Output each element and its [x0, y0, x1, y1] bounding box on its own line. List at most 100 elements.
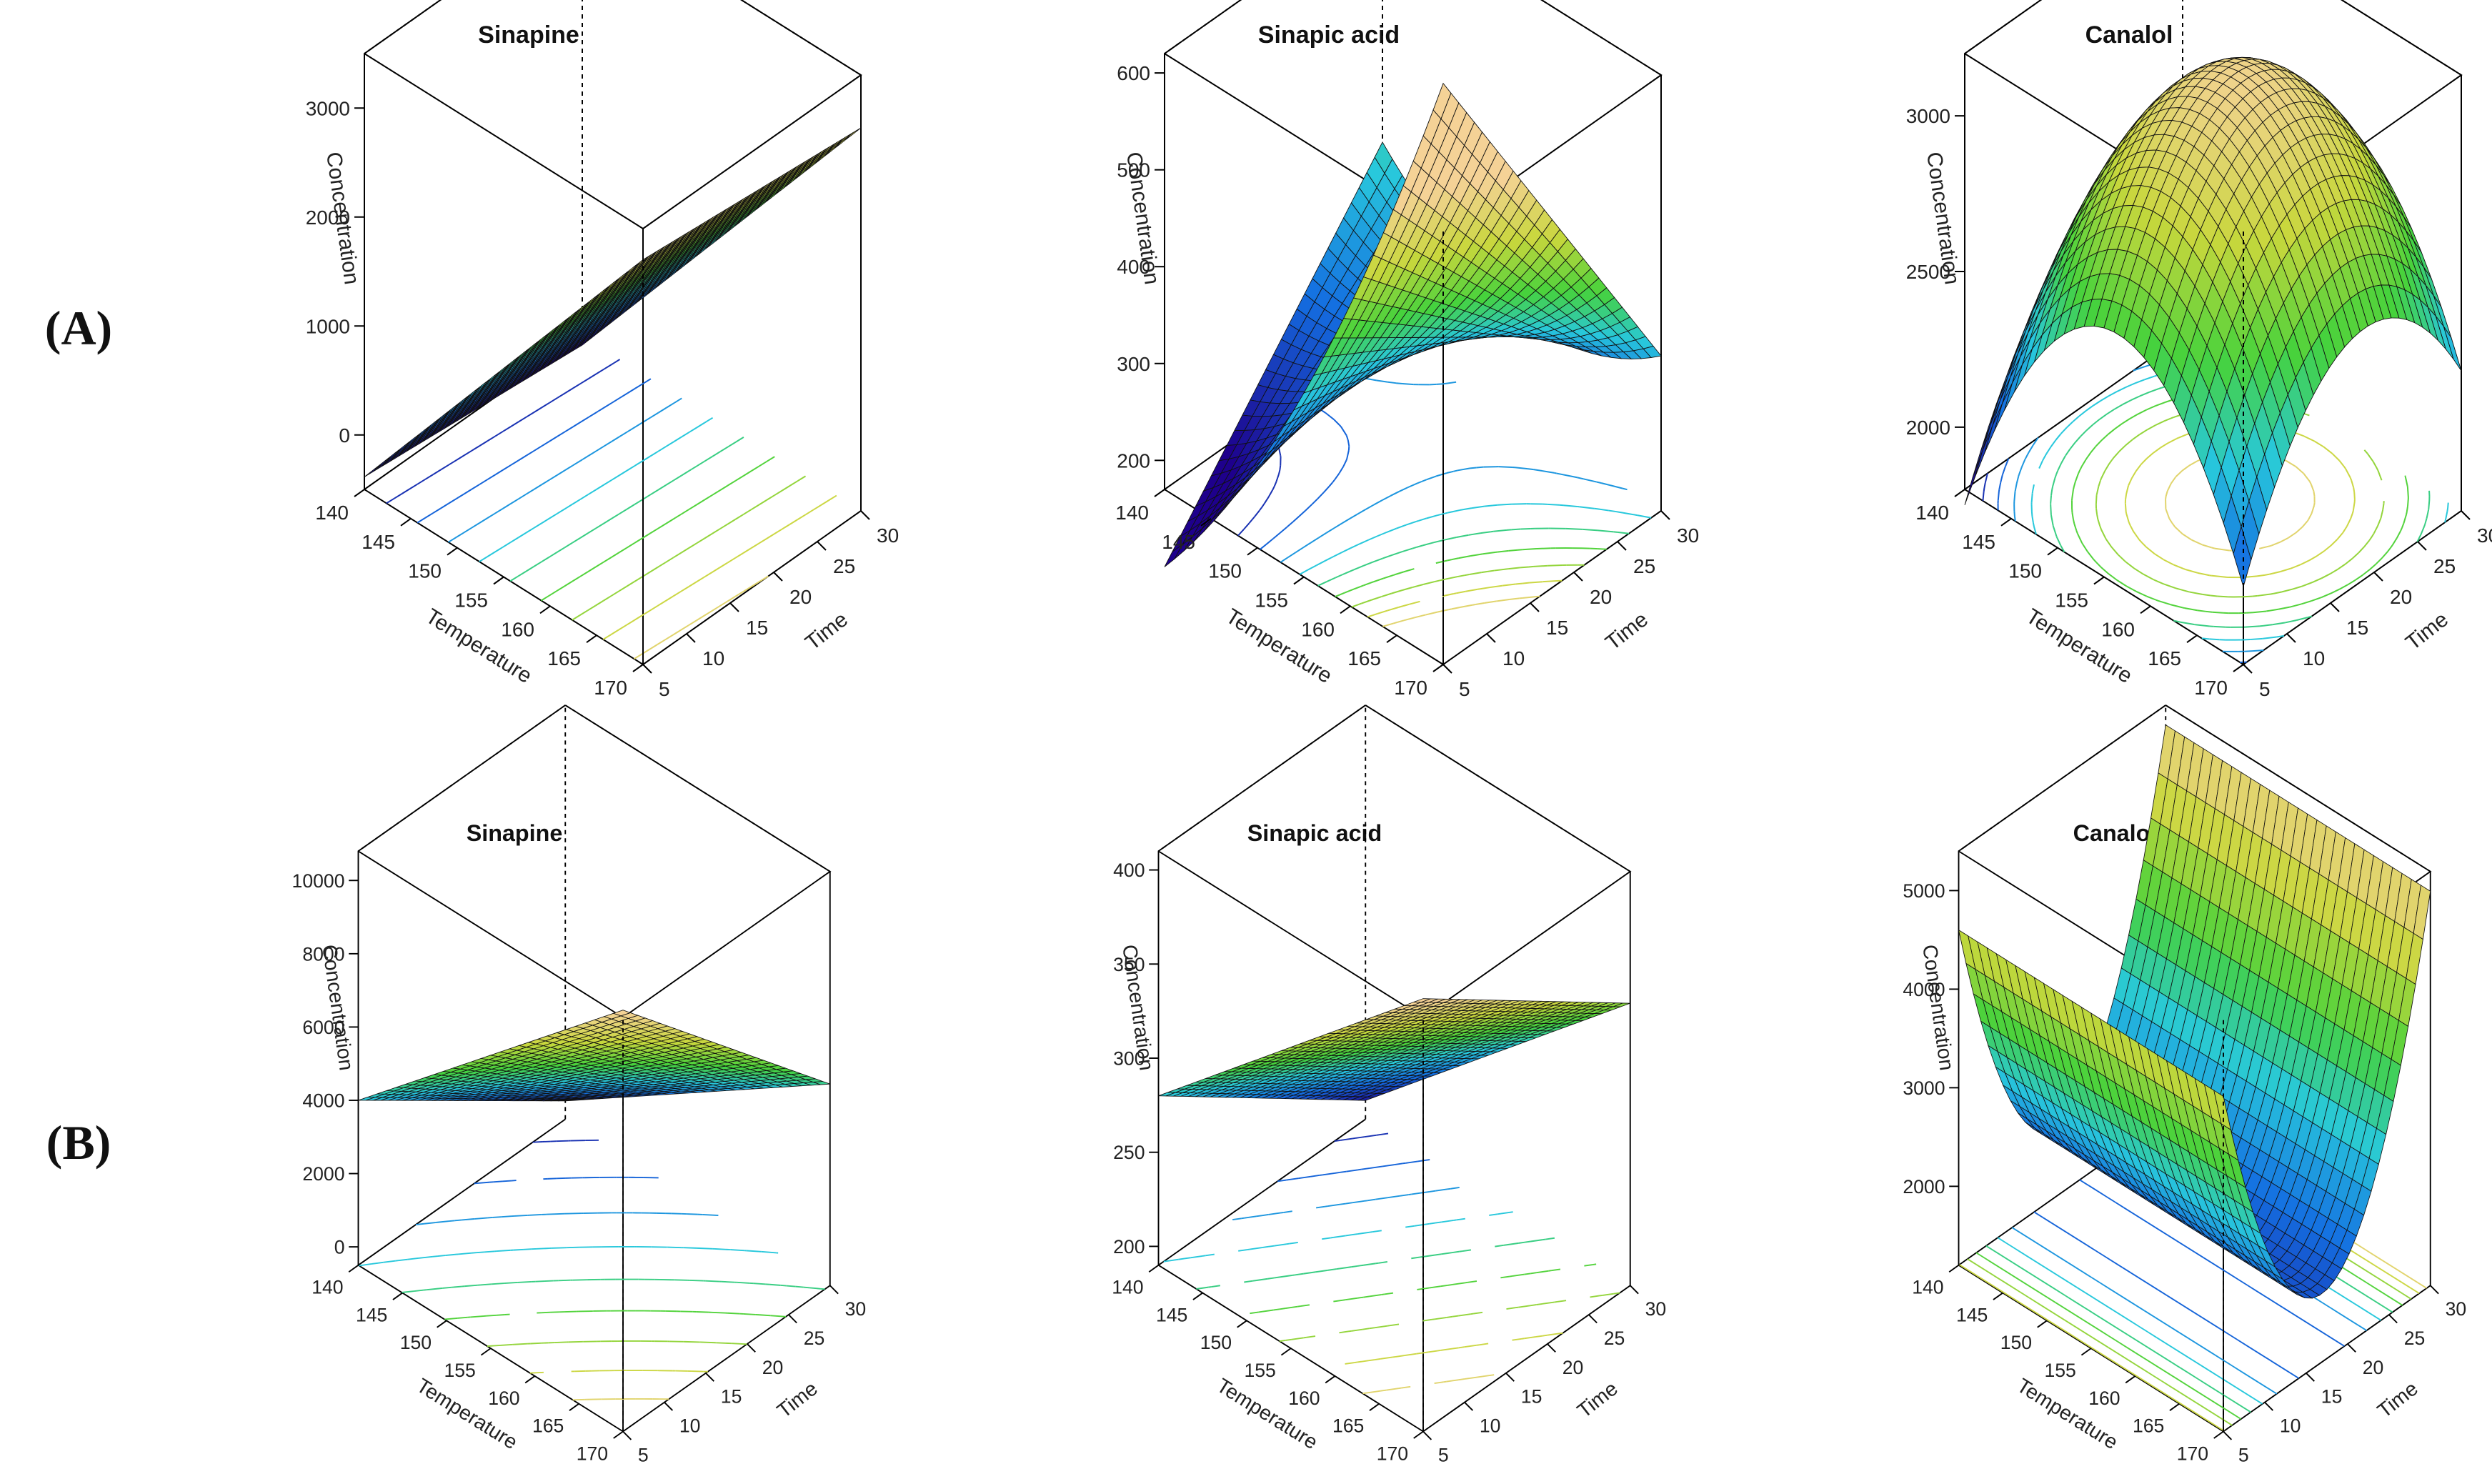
y-tick-label: 10	[1480, 1415, 1501, 1436]
y-tick-label: 15	[746, 617, 768, 639]
y-axis-label: Time	[1601, 607, 1653, 654]
z-tick-label: 250	[1113, 1142, 1145, 1163]
y-axis-label: Time	[2401, 607, 2453, 654]
x-tick-label: 170	[1377, 1443, 1408, 1464]
z-tick-label: 4000	[302, 1090, 344, 1111]
y-tick-label: 30	[877, 524, 899, 547]
y-tick-label: 25	[2404, 1328, 2426, 1349]
y-tick-label: 25	[2433, 555, 2456, 577]
x-tick-label: 155	[2055, 589, 2088, 612]
x-tick-label: 145	[1156, 1304, 1187, 1325]
y-tick-label: 20	[1590, 586, 1612, 608]
panel-b-sinapine: Sinapine 140 145 150 155 160 165 170 Temperature…	[243, 704, 957, 1479]
x-axis: 140 145 150 155 160 165 170 Temperature	[1115, 489, 1444, 699]
x-tick-label: 160	[2101, 618, 2135, 640]
chart-svg: Canalol140145150155160165170Temperature5…	[1903, 704, 2466, 1465]
x-tick-label: 160	[488, 1388, 519, 1409]
x-tick-label: 140	[1115, 502, 1149, 524]
x-tick-label: 165	[532, 1415, 564, 1437]
x-tick-label: 165	[2133, 1415, 2164, 1437]
y-tick-label: 25	[1633, 555, 1655, 577]
y-axis: 5 10 15 20 25 30 Time	[2223, 1285, 2466, 1465]
x-tick-label: 145	[362, 531, 395, 553]
y-tick-label: 30	[2446, 1298, 2467, 1320]
z-tick-label: 5000	[1903, 880, 1945, 902]
z-axis: 0 2000 4000 6000 8000 10000 Concentration	[292, 870, 359, 1258]
z-tick-label: 400	[1117, 256, 1150, 278]
x-axis-label: Temperature	[1222, 604, 1336, 688]
chart-title: Sinapine	[467, 820, 563, 846]
y-tick-label: 20	[2390, 586, 2412, 608]
y-axis: 5 10 15 20 25 30 Time	[622, 1285, 867, 1465]
z-axis-label: Concentration	[1918, 943, 1958, 1072]
response-surface	[364, 127, 862, 477]
chart-svg: Canalol140145150155160165170Temperature5…	[1906, 0, 2492, 700]
z-tick-label: 2500	[1906, 261, 1950, 283]
y-tick-label: 30	[845, 1298, 867, 1320]
x-axis: 140 145 150 155 160 165 170 Temperature	[1912, 1264, 2224, 1464]
y-tick-label: 20	[789, 586, 812, 608]
x-axis-label: Temperature	[1212, 1374, 1322, 1454]
y-tick-label: 25	[1604, 1328, 1625, 1349]
z-axis: 2000 3000 4000 5000 Concentration	[1903, 880, 1959, 1197]
x-axis-label: Temperature	[2013, 1374, 2122, 1454]
row-label-a: (A)	[44, 301, 113, 355]
y-axis: 5 10 15 20 25 30 Time	[1442, 510, 1699, 700]
z-tick-label: 3000	[1906, 105, 1950, 127]
panel-a-canalol: Canalol 140 145 150 155 160 165 170 Temperature 5…	[1843, 0, 2492, 714]
chart-title: Sinapine	[478, 21, 579, 49]
chart-svg: Sinapic acid140145150155160165170Tempera…	[1115, 0, 1699, 700]
y-axis: 5 10 15 20 25 30 Time	[1422, 1285, 1667, 1465]
floor-contours	[386, 359, 837, 660]
response-surface	[1958, 724, 2431, 1299]
panel-a-sinapine: Sinapine 140 145 150 155 160 165 170 Temperature…	[243, 0, 957, 714]
x-tick-label: 150	[400, 1332, 432, 1353]
x-tick-label: 155	[444, 1360, 475, 1381]
y-tick-label: 20	[1563, 1357, 1584, 1378]
x-tick-label: 145	[1962, 531, 1995, 553]
z-tick-label: 350	[1113, 954, 1145, 975]
x-axis: 140 145 150 155 160 165 170 Temperature	[1915, 489, 2244, 699]
y-axis: 5 10 15 20 25 30 Time	[2243, 510, 2492, 700]
y-axis-label: Time	[1573, 1378, 1623, 1423]
x-tick-label: 165	[1332, 1415, 1364, 1437]
y-tick-label: 5	[1438, 1444, 1449, 1465]
x-axis: 140 145 150 155 160 165 170 Temperature	[312, 1264, 624, 1464]
z-tick-label: 2000	[1906, 417, 1950, 439]
z-tick-label: 2000	[306, 206, 350, 229]
z-tick-label: 2000	[302, 1163, 344, 1185]
response-surface	[358, 1010, 830, 1102]
z-tick-label: 0	[339, 424, 350, 447]
x-tick-label: 140	[1112, 1277, 1143, 1298]
chart-svg: Sinapine 140145150155160165170Temperature…	[306, 0, 899, 700]
y-tick-label: 15	[1546, 617, 1568, 639]
z-tick-label: 10000	[292, 870, 345, 892]
z-tick-label: 600	[1117, 62, 1150, 84]
x-tick-label: 165	[1347, 647, 1381, 669]
y-tick-label: 20	[2363, 1357, 2384, 1378]
x-tick-label: 170	[577, 1443, 608, 1464]
x-tick-label: 150	[2000, 1332, 2032, 1353]
x-tick-label: 140	[1912, 1277, 1943, 1298]
x-axis-label: Temperature	[412, 1374, 522, 1454]
y-tick-label: 30	[1645, 1298, 1667, 1320]
x-tick-label: 170	[2194, 677, 2228, 699]
y-tick-label: 20	[762, 1357, 784, 1378]
y-tick-label: 5	[659, 678, 670, 700]
z-tick-label: 500	[1117, 159, 1150, 181]
x-tick-label: 145	[1956, 1304, 1988, 1325]
y-tick-label: 5	[2259, 678, 2271, 700]
response-surface	[1158, 998, 1630, 1101]
x-tick-label: 170	[594, 677, 627, 699]
z-axis-label: Concentration	[317, 943, 357, 1072]
z-tick-label: 0	[334, 1237, 345, 1258]
x-tick-label: 160	[2088, 1388, 2120, 1409]
y-tick-label: 25	[804, 1328, 825, 1349]
z-tick-label: 300	[1113, 1048, 1145, 1070]
z-tick-label: 1000	[306, 315, 350, 337]
response-surface	[1964, 56, 2462, 588]
x-axis: 140 145 150 155 160 165 170 Temperature	[315, 489, 644, 699]
x-tick-label: 150	[1200, 1332, 1232, 1353]
z-tick-label: 3000	[1903, 1077, 1945, 1099]
